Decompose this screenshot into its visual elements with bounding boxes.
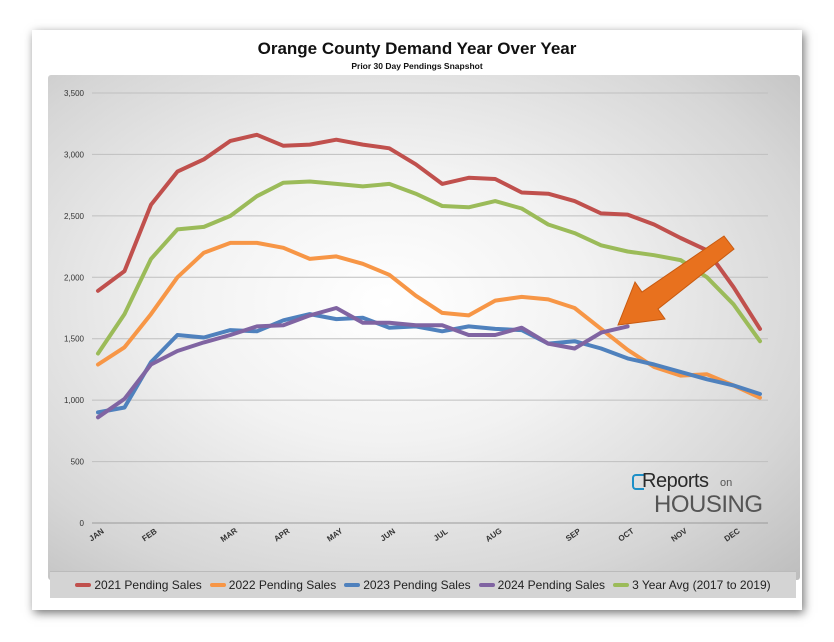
legend-swatch xyxy=(344,583,361,587)
legend-label: 2023 Pending Sales xyxy=(363,578,471,592)
y-axis-ticks: 0 500 1,000 1,500 2,000 2,500 3,000 3,500 xyxy=(64,89,85,528)
x-tick-label: OCT xyxy=(617,526,636,543)
legend-label: 2024 Pending Sales xyxy=(497,578,606,592)
legend-item: 2021 Pending Sales xyxy=(75,578,202,592)
legend-item: 2024 Pending Sales xyxy=(478,578,606,592)
x-tick-label: JUN xyxy=(379,527,397,544)
legend-label: 2021 Pending Sales xyxy=(94,578,202,592)
x-tick-label: MAY xyxy=(325,526,345,544)
logo-line2: HOUSING xyxy=(654,491,763,518)
line-chart: 0 500 1,000 1,500 2,000 2,500 3,000 3,500 JAN FE… xyxy=(64,89,768,544)
x-tick-label: APR xyxy=(272,526,291,543)
x-axis-ticks: JAN FEB MAR APR MAY JUN JUL AUG SEP OCT NOV DEC xyxy=(87,526,741,544)
chart-legend: 2021 Pending Sales 2022 Pending Sales 2023… xyxy=(50,571,796,598)
legend-item: 2023 Pending Sales xyxy=(344,578,471,592)
y-tick-label: 1,000 xyxy=(64,396,85,405)
series-line-5 xyxy=(96,179,762,356)
reports-on-housing-logo: Reports on HOUSING xyxy=(632,470,763,520)
legend-swatch xyxy=(75,583,92,587)
x-tick-label: AUG xyxy=(484,526,504,544)
y-tick-label: 2,500 xyxy=(64,212,85,221)
x-tick-label: SEP xyxy=(564,526,583,543)
x-tick-label: FEB xyxy=(140,527,158,544)
series-line-4 xyxy=(96,306,630,420)
orange-arrow-icon xyxy=(617,235,735,326)
series-line-2 xyxy=(96,240,762,400)
x-tick-label: MAR xyxy=(219,526,239,544)
legend-item: 2022 Pending Sales xyxy=(209,578,337,592)
y-tick-label: 0 xyxy=(80,519,85,528)
x-tick-label: JAN xyxy=(87,527,105,544)
legend-label: 2022 Pending Sales xyxy=(228,578,337,592)
chart-title: Orange County Demand Year Over Year xyxy=(257,39,577,58)
y-tick-label: 3,000 xyxy=(64,150,85,159)
annotation-arrow xyxy=(617,235,735,326)
y-tick-label: 500 xyxy=(71,458,85,467)
series-line-3 xyxy=(96,312,762,415)
logo-mark-icon xyxy=(632,474,644,490)
chart-subtitle: Prior 30 Day Pendings Snapshot xyxy=(351,61,483,71)
legend-swatch xyxy=(613,583,630,587)
logo-line1-small: on xyxy=(720,477,733,489)
logo-line1: Reports xyxy=(642,470,709,492)
y-tick-label: 3,500 xyxy=(64,89,85,98)
x-tick-label: DEC xyxy=(723,526,742,543)
series-lines xyxy=(96,132,762,420)
x-tick-label: JUL xyxy=(432,527,450,543)
legend-swatch xyxy=(478,583,495,587)
y-tick-label: 1,500 xyxy=(64,335,85,344)
gridlines xyxy=(92,92,768,524)
legend-item: 3 Year Avg (2017 to 2019) xyxy=(613,578,771,592)
chart-card: Orange County Demand Year Over Year Prio… xyxy=(32,30,802,610)
x-tick-label: NOV xyxy=(669,526,689,544)
series-line-1 xyxy=(96,132,762,331)
legend-swatch xyxy=(209,583,226,587)
y-tick-label: 2,000 xyxy=(64,273,85,282)
legend-label: 3 Year Avg (2017 to 2019) xyxy=(632,578,771,592)
